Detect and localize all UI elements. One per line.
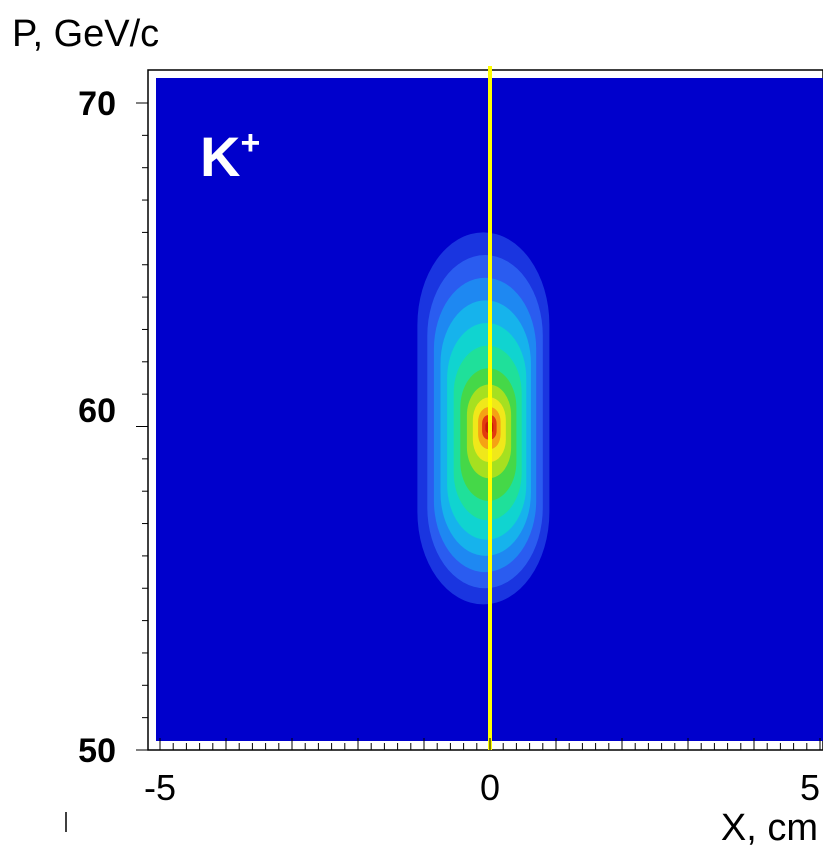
y-tick-label: 60 bbox=[78, 392, 116, 430]
y-tick-label: 50 bbox=[78, 732, 116, 770]
particle-charge: + bbox=[240, 124, 260, 162]
x-tick-label: 0 bbox=[480, 767, 500, 808]
particle-label: K+ bbox=[200, 124, 260, 188]
x-axis-label: X, cm bbox=[721, 807, 818, 849]
contour-group bbox=[417, 232, 550, 605]
x-tick-label: -5 bbox=[144, 767, 176, 808]
y-tick-label: 70 bbox=[78, 85, 116, 123]
x-tick-label: 5 bbox=[800, 767, 820, 808]
axes-frame bbox=[147, 69, 823, 751]
y-axis-label: P, GeV/c bbox=[12, 13, 159, 55]
particle-symbol: K bbox=[200, 125, 240, 188]
axis-ticks bbox=[136, 102, 821, 751]
